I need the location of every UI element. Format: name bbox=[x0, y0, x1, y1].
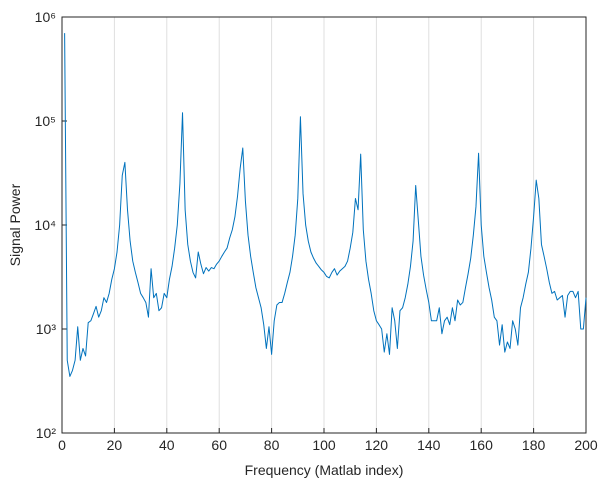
y-tick-label: 10⁵ bbox=[35, 113, 56, 129]
x-tick-label: 180 bbox=[522, 437, 546, 453]
x-tick-label: 60 bbox=[211, 437, 227, 453]
x-tick-label: 120 bbox=[365, 437, 389, 453]
x-axis-label: Frequency (Matlab index) bbox=[245, 462, 404, 478]
y-tick-label: 10³ bbox=[36, 321, 57, 337]
axes-box bbox=[61, 16, 587, 434]
x-tick-label: 100 bbox=[312, 437, 336, 453]
x-tick-label: 20 bbox=[107, 437, 123, 453]
signal-line bbox=[64, 33, 587, 377]
x-tick-label: 160 bbox=[470, 437, 494, 453]
x-tick-label: 80 bbox=[264, 437, 280, 453]
x-tick-label: 140 bbox=[417, 437, 441, 453]
x-tick-label: 200 bbox=[574, 437, 598, 453]
y-tick-label: 10⁶ bbox=[35, 9, 56, 25]
y-axis-label: Signal Power bbox=[7, 183, 23, 266]
x-tick-label: 0 bbox=[58, 437, 66, 453]
x-tick-label: 40 bbox=[159, 437, 175, 453]
y-tick-label: 10⁴ bbox=[34, 217, 56, 233]
y-tick-label: 10² bbox=[36, 425, 57, 441]
